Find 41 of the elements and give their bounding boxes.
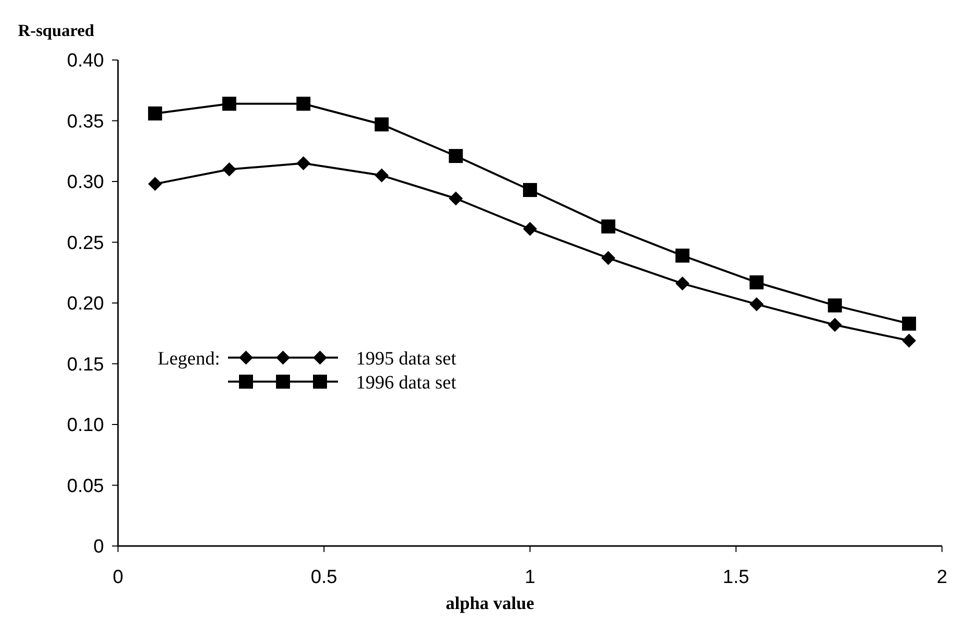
legend-label: 1996 data set — [356, 372, 457, 394]
y-tick-label: 0.40 — [67, 50, 104, 72]
y-tick-label: 0.30 — [67, 172, 104, 194]
y-tick-label: 0.35 — [67, 111, 104, 132]
y-tick-label: 0.15 — [67, 354, 104, 376]
point — [902, 316, 916, 331]
point — [448, 192, 463, 206]
point — [148, 176, 162, 191]
point — [523, 222, 537, 236]
point — [296, 96, 310, 111]
point — [828, 298, 842, 312]
point — [675, 276, 690, 291]
x-tick-label: 1.5 — [722, 567, 750, 588]
x-tick-label: 0.5 — [310, 567, 338, 588]
point — [523, 183, 537, 198]
y-tick-label: 0.05 — [67, 476, 104, 497]
point — [750, 297, 764, 312]
point — [374, 117, 389, 132]
point — [675, 248, 690, 263]
y-tick-label: 0.25 — [67, 232, 104, 254]
point — [750, 275, 764, 290]
legend-label: 1995 data set — [356, 348, 457, 370]
point — [448, 148, 463, 163]
point — [374, 168, 389, 182]
x-tick-label: 2 — [936, 567, 948, 588]
legend-title: Legend: — [158, 348, 220, 370]
point — [148, 106, 162, 120]
point — [222, 162, 236, 176]
x-tick-label: 0 — [112, 567, 124, 588]
x-axis-title: alpha value — [446, 593, 534, 613]
y-tick-label: 0.20 — [67, 294, 104, 315]
point — [601, 251, 616, 266]
point — [222, 96, 236, 111]
point — [296, 156, 310, 170]
point — [902, 334, 916, 348]
y-tick-label: 0 — [93, 536, 104, 558]
point — [828, 318, 842, 332]
y-tick-label: 0.10 — [67, 415, 104, 436]
y-axis-title: R-squared — [18, 21, 95, 40]
x-tick-label: 1 — [524, 567, 536, 588]
point — [601, 219, 616, 234]
